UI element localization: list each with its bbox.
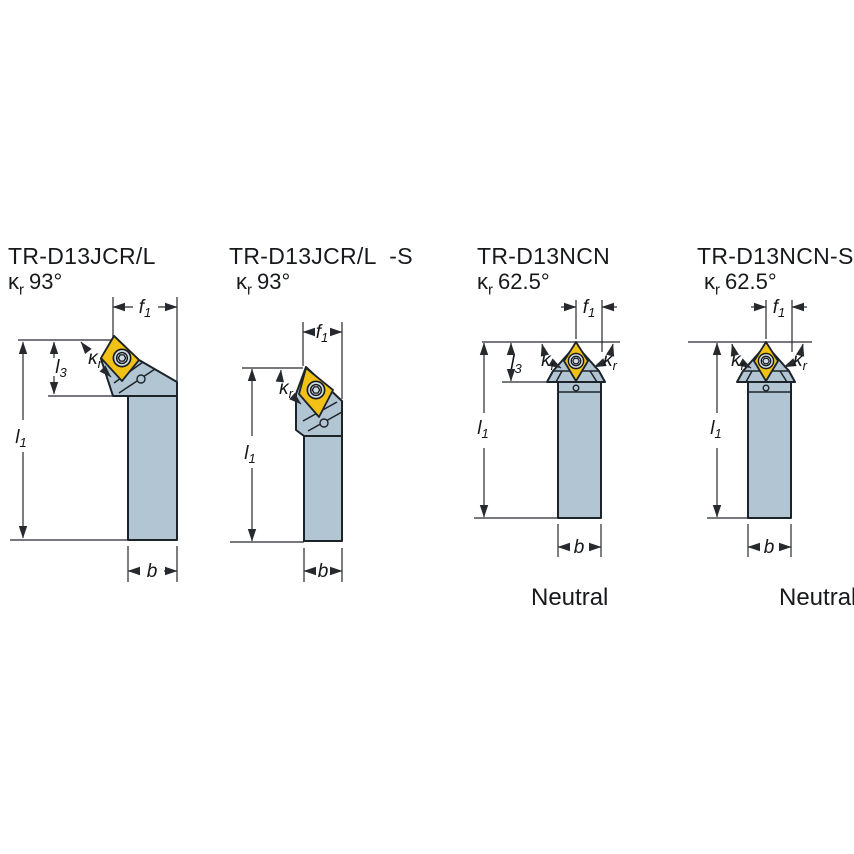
insert-screw-icon xyxy=(112,348,132,368)
toolholder-1-drawing: f1 l3 l1 b κr xyxy=(10,297,178,582)
clamp-hole xyxy=(136,374,146,384)
panel-4-lead-angle: κr 62.5° xyxy=(704,269,777,299)
dim-l1: l1 xyxy=(15,341,28,539)
angle-annotation-kappa: κr xyxy=(275,369,302,405)
dim-l1: l1 xyxy=(710,342,722,518)
dim-label-f1: f1 xyxy=(773,297,786,320)
panel-3-lead-angle: κr 62.5° xyxy=(477,269,550,299)
angle-annotation-kappa-right: κr xyxy=(783,343,808,373)
dim-label-f1: f1 xyxy=(316,322,329,345)
kappa-subscript: r xyxy=(19,281,24,299)
dim-l1: l1 xyxy=(477,342,489,518)
insert-screw-icon xyxy=(567,352,585,370)
dim-label-l1: l1 xyxy=(710,418,721,441)
panel-2-lead-angle: κr 93° xyxy=(236,269,291,299)
kappa-subscript: r xyxy=(715,281,720,299)
head-facet-line xyxy=(555,370,563,383)
angle-value: 62.5° xyxy=(725,269,777,294)
dim-b: b xyxy=(303,561,343,582)
angle-label-kappa: κr xyxy=(603,350,618,373)
dim-label-b: b xyxy=(764,537,775,558)
toolholder-shank xyxy=(557,381,602,519)
dim-label-b: b xyxy=(318,561,329,582)
dim-label-l3: l3 xyxy=(510,353,522,376)
angle-annotation-kappa-left: κr xyxy=(730,343,752,373)
head-facet-line xyxy=(745,370,753,383)
dim-label-l3: l3 xyxy=(55,357,67,380)
angle-annotation-kappa-left: κr xyxy=(540,343,562,373)
panel-3-neutral-label: Neutral xyxy=(531,584,609,611)
panel-2-title: TR-D13JCR/L -S xyxy=(229,243,413,269)
dim-l3: l3 xyxy=(506,342,523,382)
panel-3-title: TR-D13NCN xyxy=(477,243,611,269)
angle-label-kappa: κr xyxy=(541,350,556,373)
dim-f1: f1 xyxy=(112,297,178,320)
kappa-subscript: r xyxy=(488,281,493,299)
dim-b: b xyxy=(557,537,602,558)
toolholder-shank xyxy=(303,435,343,542)
panel-1-title: TR-D13JCR/L xyxy=(8,243,156,269)
dim-f1: f1 xyxy=(751,297,807,320)
kappa-subscript: r xyxy=(247,281,252,299)
panel-4-title: TR-D13NCN-S xyxy=(697,243,854,269)
angle-value: 93° xyxy=(29,269,63,294)
angle-label-kappa: κr xyxy=(731,350,746,373)
toolholder-3-drawing: f1 l3 l1 b κr xyxy=(474,297,620,558)
dim-f1: f1 xyxy=(302,322,343,345)
dim-l1: l1 xyxy=(244,368,257,542)
angle-label-kappa: κr xyxy=(88,348,103,371)
clamp-hole xyxy=(762,384,770,392)
dim-b: b xyxy=(127,561,178,582)
clamp-hole xyxy=(572,384,580,392)
panel-4-neutral-label: Neutral xyxy=(779,584,854,611)
kappa-symbol: κ xyxy=(704,269,715,294)
angle-value: 93° xyxy=(257,269,291,294)
head-facet-line xyxy=(779,370,788,383)
dim-label-l1: l1 xyxy=(477,418,488,441)
insert-screw-icon xyxy=(306,380,326,400)
dim-label-f1: f1 xyxy=(583,297,596,320)
angle-annotation-kappa-right: κr xyxy=(593,343,618,373)
angle-annotation-kappa: κr xyxy=(80,341,112,378)
kappa-symbol: κ xyxy=(8,269,19,294)
dim-label-f1: f1 xyxy=(139,297,152,320)
dim-l3: l3 xyxy=(49,341,68,395)
angle-value: 62.5° xyxy=(498,269,550,294)
kappa-symbol: κ xyxy=(236,269,247,294)
dim-label-l1: l1 xyxy=(244,443,255,466)
kappa-symbol: κ xyxy=(477,269,488,294)
angle-label-kappa: κr xyxy=(279,378,294,401)
angle-label-kappa: κr xyxy=(793,350,808,373)
toolholder-shank xyxy=(127,395,178,541)
head-facet-line xyxy=(589,370,598,383)
toolholder-4-drawing: f1 l1 b κr κr xyxy=(688,297,812,558)
panel-1-lead-angle: κr 93° xyxy=(8,269,63,299)
toolholder-2-drawing: f1 l1 b κr xyxy=(230,322,343,582)
toolholder-shank xyxy=(747,381,792,519)
dim-label-l1: l1 xyxy=(15,427,26,450)
dim-b: b xyxy=(747,537,792,558)
dim-label-b: b xyxy=(147,561,158,582)
clamp-hole xyxy=(319,418,329,428)
dim-f1: f1 xyxy=(561,297,617,320)
insert-screw-icon xyxy=(757,352,775,370)
dim-label-b: b xyxy=(574,537,585,558)
